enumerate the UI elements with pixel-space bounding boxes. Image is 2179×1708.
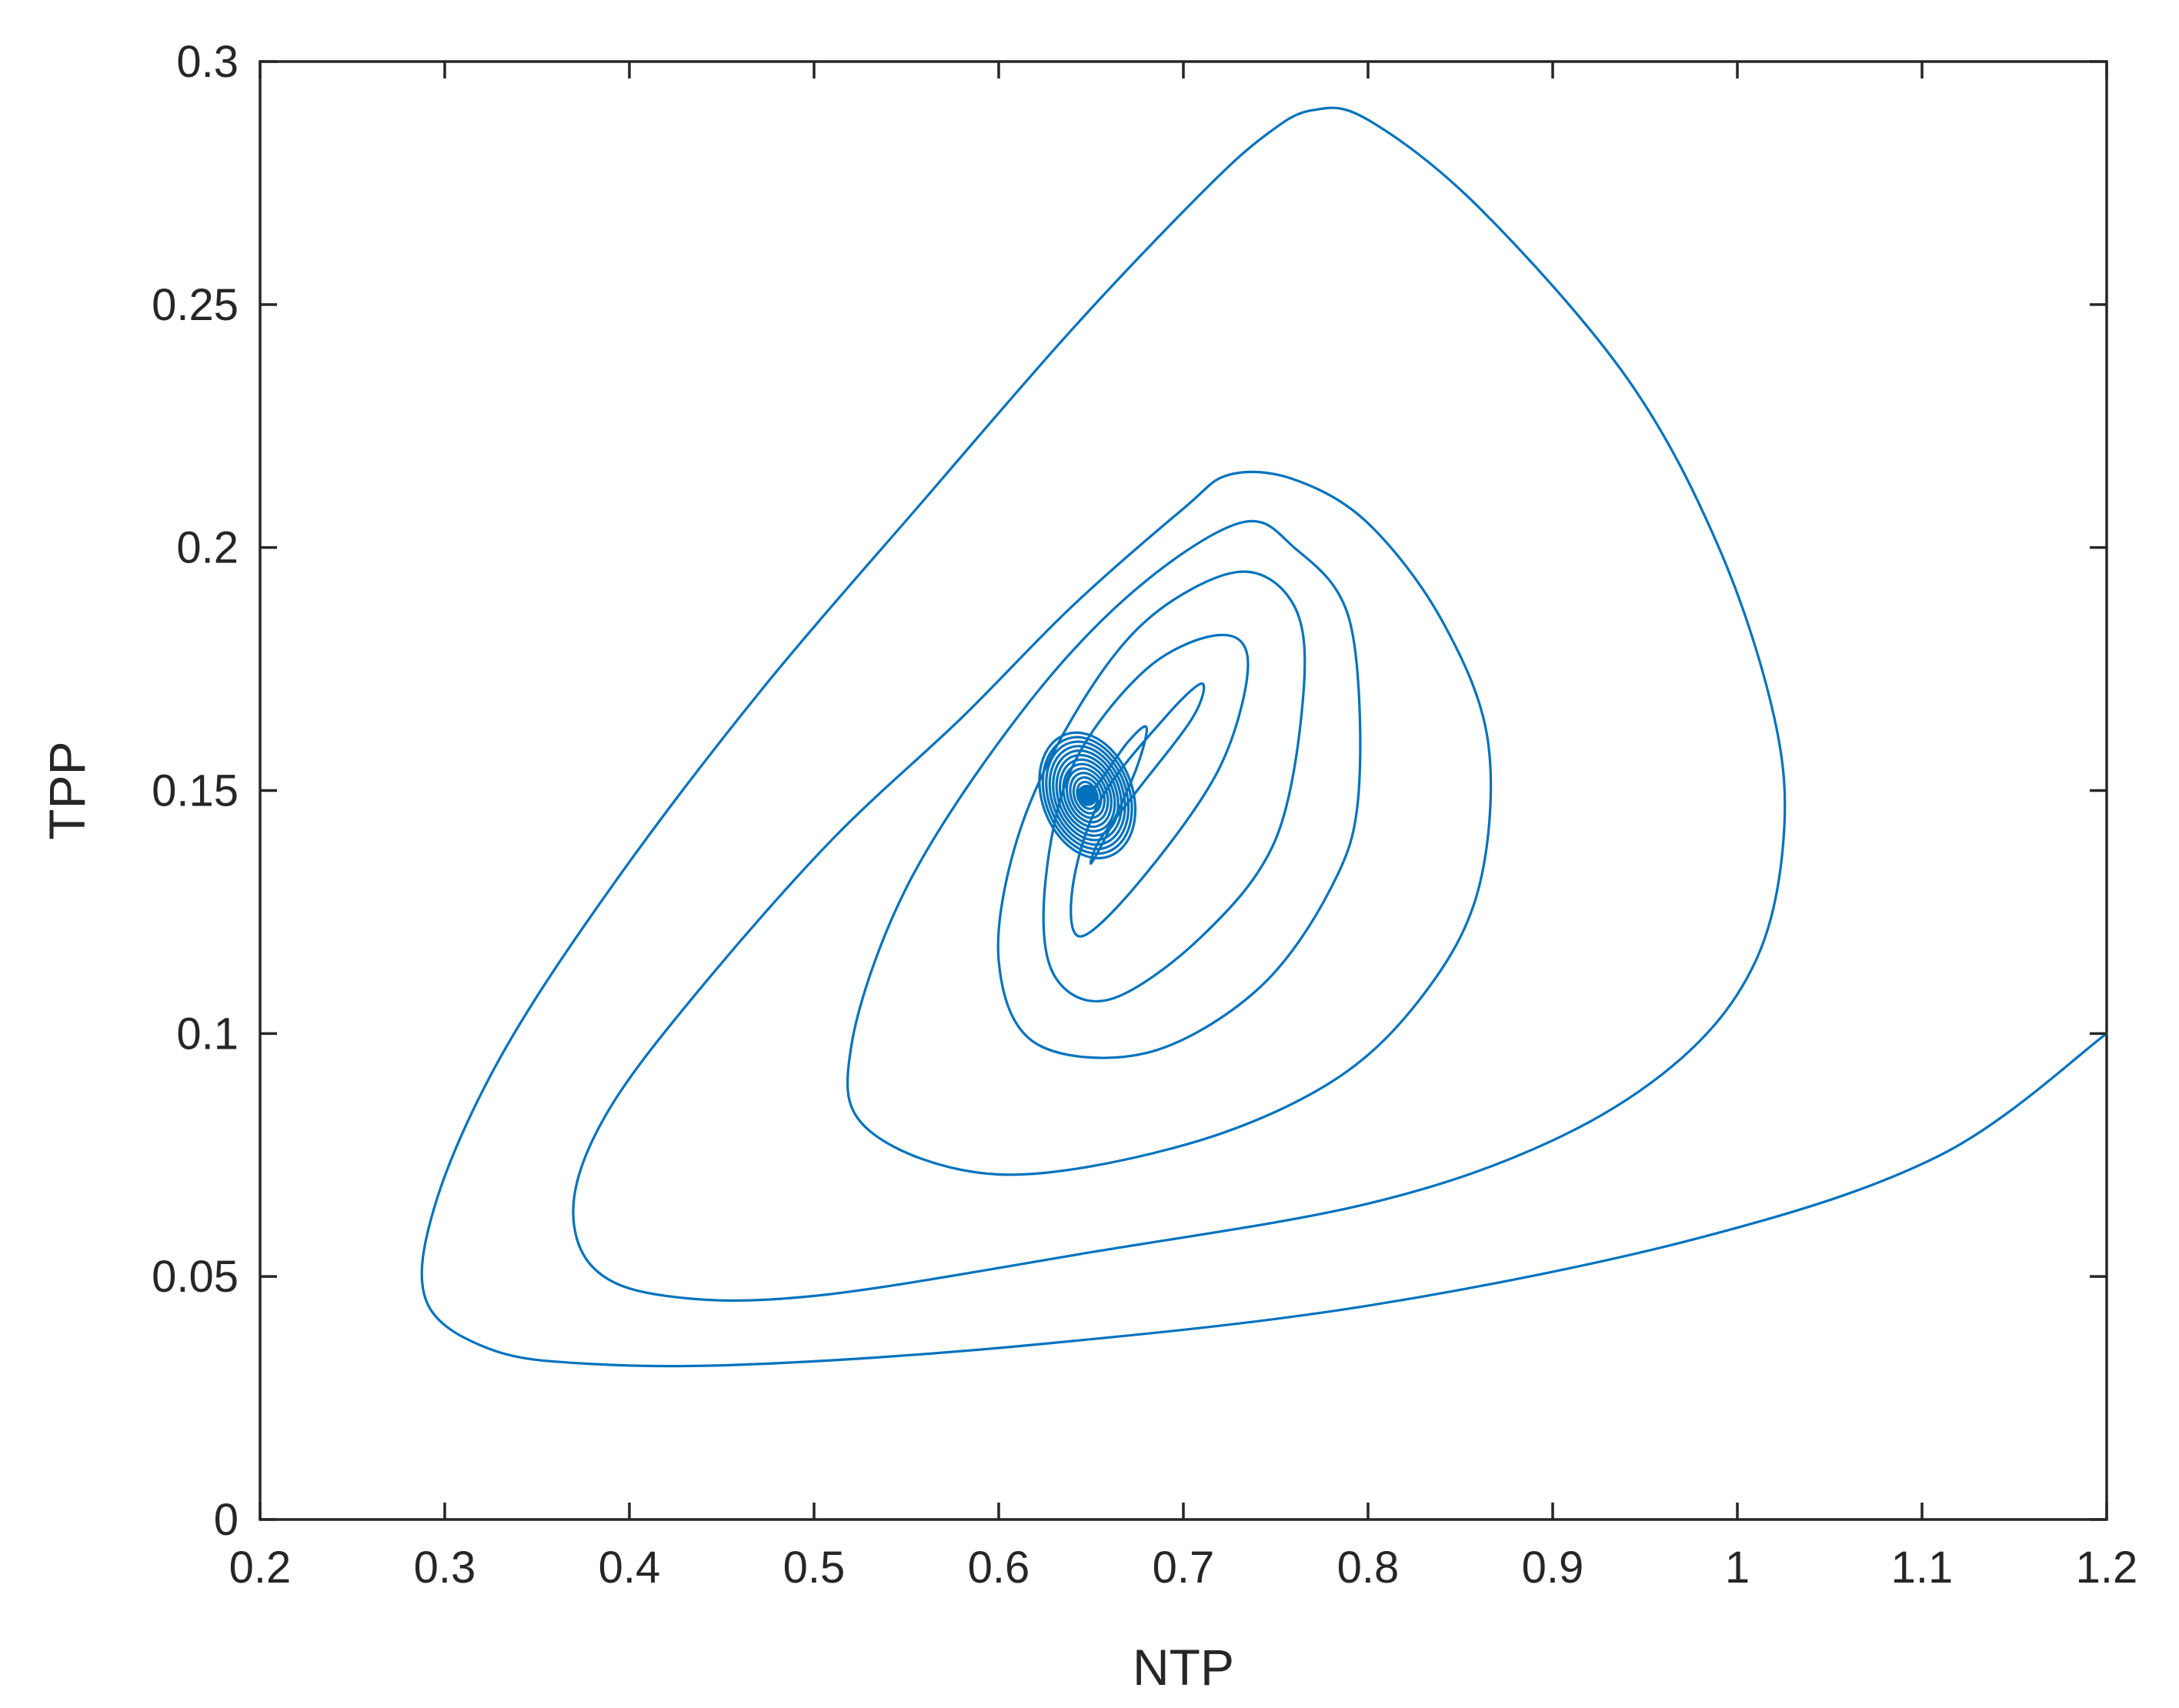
y-axis-label: TPP — [38, 741, 95, 839]
x-axis-label: NTP — [1133, 1639, 1234, 1696]
y-tick-label: 0.05 — [152, 1252, 239, 1302]
y-tick-label: 0.3 — [176, 37, 239, 87]
y-tick-label: 0 — [214, 1495, 239, 1545]
axes-frame — [259, 60, 2108, 1521]
x-tick-label: 0.3 — [414, 1543, 476, 1593]
x-tick-label: 1.1 — [1891, 1543, 1954, 1593]
x-tick-label: 1 — [1725, 1543, 1750, 1593]
x-tick-label: 0.9 — [1522, 1543, 1584, 1593]
plot-area — [259, 60, 2108, 1521]
x-tick-label: 0.6 — [968, 1543, 1030, 1593]
x-axis-ticks: 0.2 0.3 0.4 0.5 0.6 0.7 0.8 0.9 1 1.1 1.2 — [229, 62, 2138, 1593]
y-axis-ticks: 0 0.05 0.1 0.15 0.2 0.25 0.3 — [152, 37, 2107, 1545]
x-tick-label: 1.2 — [2076, 1543, 2138, 1593]
x-tick-label: 0.5 — [783, 1543, 846, 1593]
y-tick-label: 0.2 — [176, 523, 239, 573]
x-tick-label: 0.7 — [1153, 1543, 1215, 1593]
x-tick-label: 0.2 — [229, 1543, 292, 1593]
x-tick-label: 0.8 — [1337, 1543, 1400, 1593]
equilibrium-point — [1076, 784, 1099, 806]
y-tick-label: 0.1 — [176, 1009, 239, 1059]
y-tick-label: 0.15 — [152, 766, 239, 816]
x-tick-label: 0.4 — [599, 1543, 661, 1593]
y-tick-label: 0.25 — [152, 280, 239, 330]
